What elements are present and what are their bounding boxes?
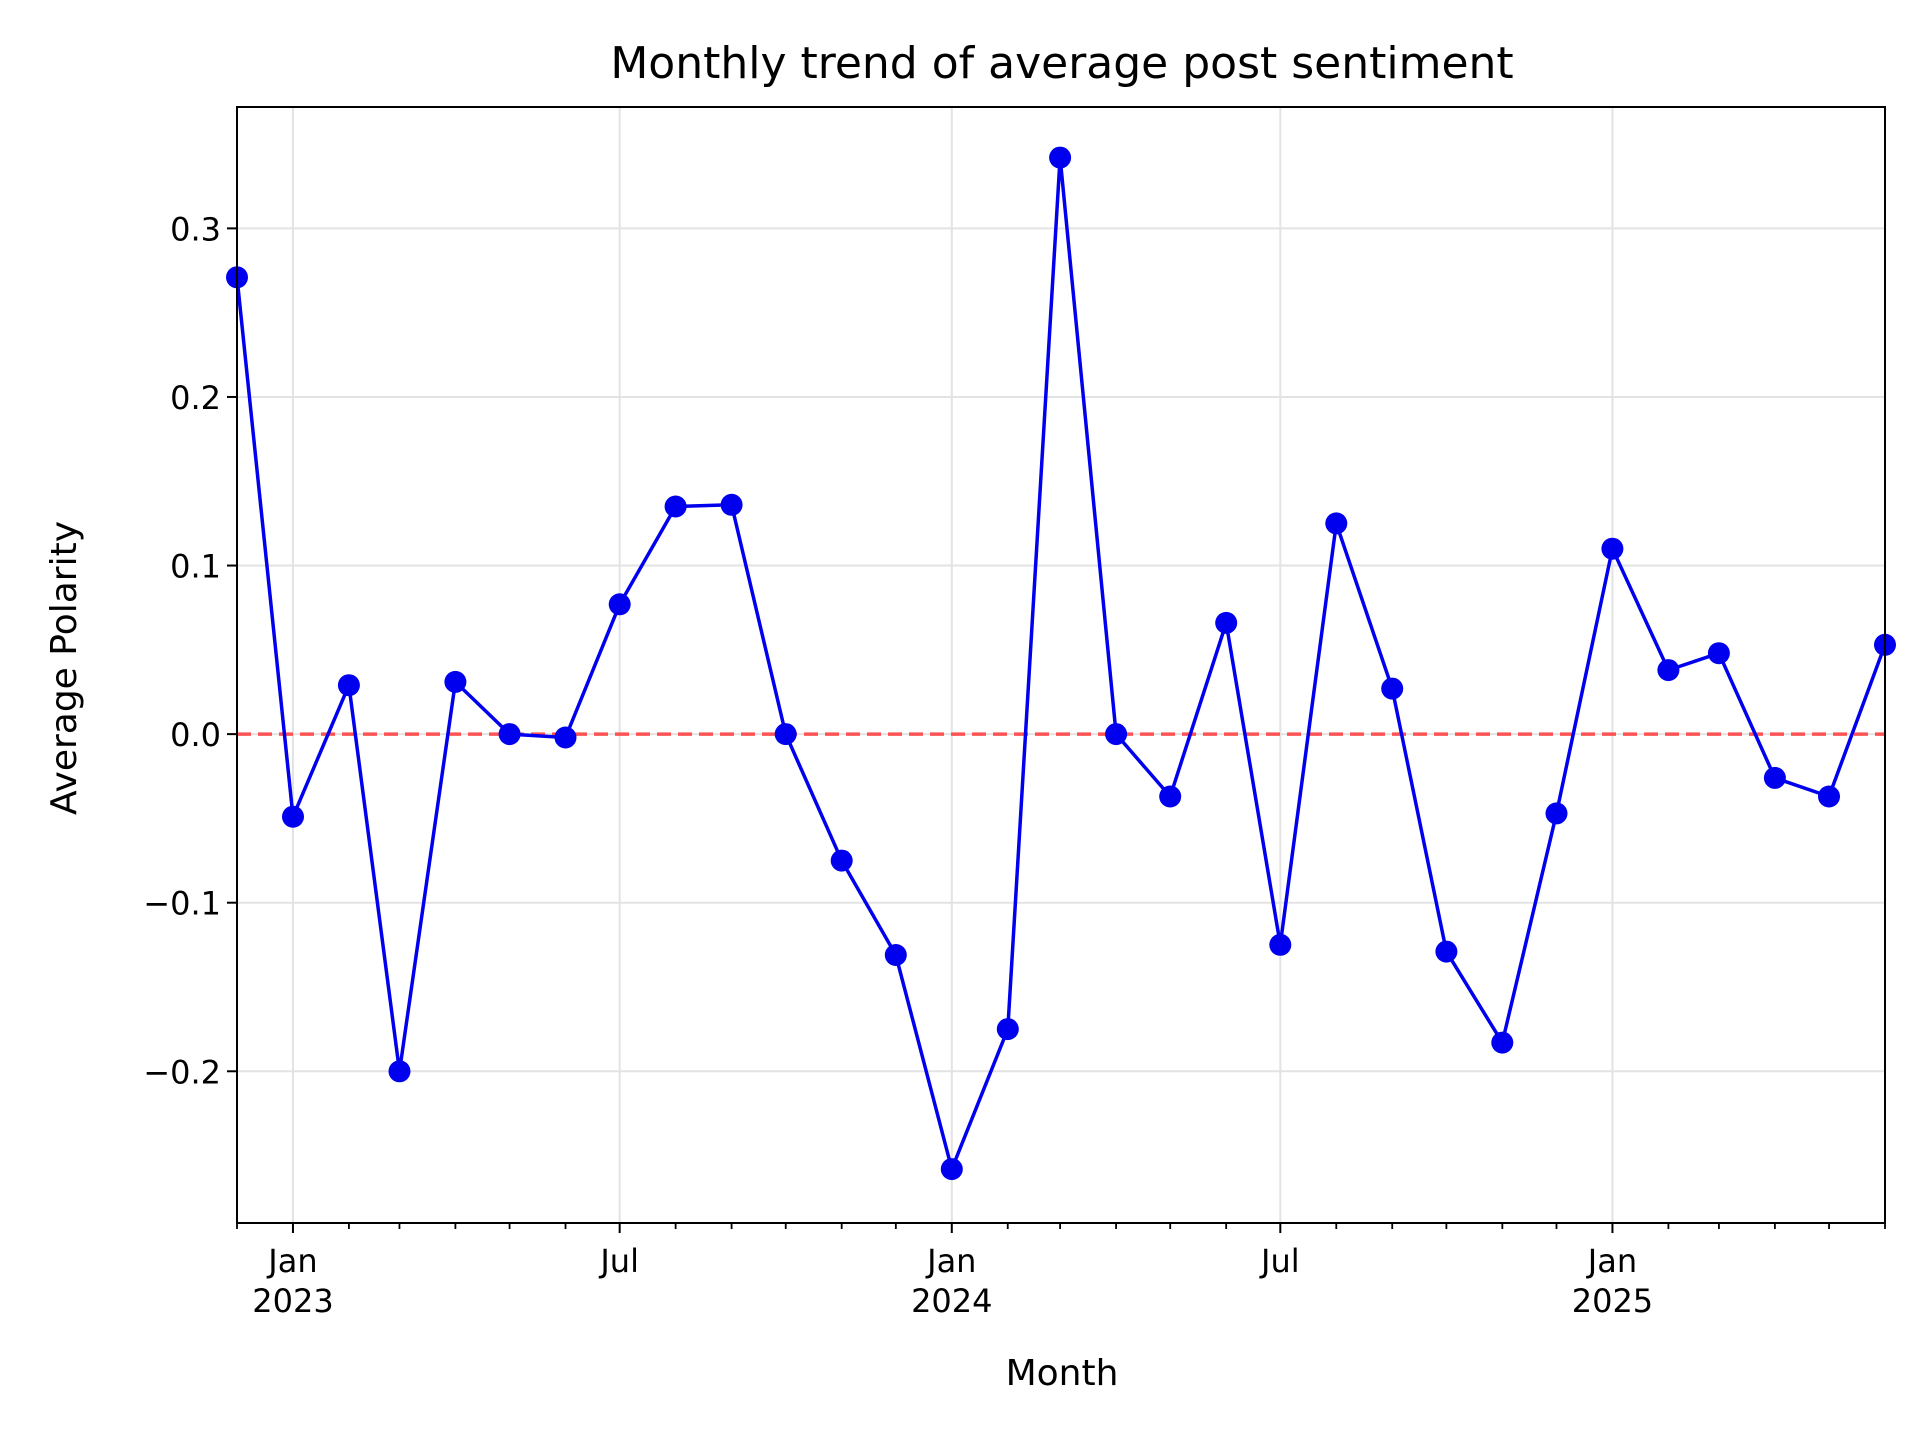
x-tick-label: 2025: [1572, 1282, 1653, 1320]
data-point: [498, 723, 521, 746]
x-tick-label: Jan: [925, 1242, 976, 1280]
x-axis-label: Month: [1006, 1353, 1119, 1394]
data-point: [1381, 677, 1404, 700]
x-tick-label: Jan: [266, 1242, 317, 1280]
data-point: [444, 670, 467, 693]
data-point: [830, 849, 853, 872]
data-point: [1818, 785, 1840, 808]
gridlines: [237, 107, 1885, 1223]
y-tick-label: −0.2: [143, 1053, 221, 1091]
data-point: [1763, 766, 1786, 789]
data-point: [1601, 537, 1624, 560]
y-tick-label: 0.1: [170, 548, 221, 586]
x-tick-label: Jul: [598, 1242, 639, 1280]
x-tick-label: Jan: [1586, 1242, 1637, 1280]
data-point: [337, 674, 360, 697]
data-point: [664, 495, 687, 518]
y-tick-label: 0.3: [170, 210, 221, 248]
data-point: [388, 1060, 411, 1083]
data-point: [1269, 933, 1292, 956]
y-axis: −0.2 −0.1 0.0 0.1 0.2 0.3: [143, 210, 237, 1091]
y-axis-label: Average Polarity: [44, 521, 85, 815]
data-point: [554, 726, 577, 749]
data-point: [1049, 146, 1072, 169]
x-tick-label: Jul: [1259, 1242, 1300, 1280]
chart-title: Monthly trend of average post sentiment: [610, 38, 1513, 89]
series-line: [235, 155, 1887, 1171]
data-point: [1435, 940, 1458, 963]
data-point: [996, 1018, 1019, 1041]
x-tick-label: 2024: [911, 1282, 992, 1320]
data-point: [1325, 512, 1348, 535]
data-point: [1491, 1031, 1514, 1054]
data-point: [282, 805, 304, 828]
data-point: [608, 593, 631, 616]
data-point: [774, 723, 797, 746]
data-point: [1545, 802, 1568, 825]
series-layer: [226, 146, 1896, 1181]
y-tick-label: −0.1: [143, 885, 221, 923]
data-point: [1657, 659, 1680, 682]
plot-frame: [236, 106, 1886, 1224]
data-point: [940, 1158, 963, 1181]
y-tick-label: 0.2: [170, 379, 221, 417]
data-point: [1215, 611, 1238, 634]
data-point: [1105, 723, 1128, 746]
y-tick-label: 0.0: [170, 716, 221, 754]
x-tick-label: 2023: [252, 1282, 333, 1320]
data-point: [884, 944, 907, 966]
data-point: [720, 493, 743, 516]
data-point: [1707, 642, 1730, 665]
data-point: [1159, 785, 1182, 808]
